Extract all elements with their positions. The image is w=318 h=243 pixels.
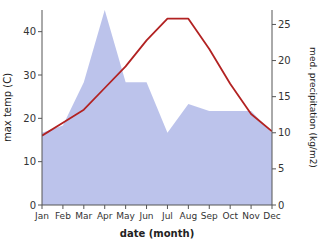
x-tick	[230, 205, 231, 209]
y2-tick-label: 25	[278, 19, 291, 30]
y-tick	[38, 75, 42, 76]
x-tick	[272, 205, 273, 209]
x-tick-label: Nov	[242, 211, 260, 221]
x-tick-label: Oct	[222, 211, 238, 221]
x-tick-label: Jan	[34, 211, 49, 221]
x-tick-label: Jun	[139, 211, 154, 221]
y-tick-label: 30	[23, 70, 36, 81]
x-axis-line	[42, 205, 272, 206]
plot-area	[42, 10, 272, 205]
y2-tick-label: 0	[278, 200, 284, 211]
y-tick-label: 0	[30, 200, 36, 211]
x-tick-label: Aug	[180, 211, 198, 221]
y-tick	[38, 31, 42, 32]
x-tick-label: Sep	[201, 211, 218, 221]
y2-tick-label: 10	[278, 127, 291, 138]
y2-tick-label: 15	[278, 91, 291, 102]
x-tick-label: Apr	[97, 211, 113, 221]
y2-tick-label: 5	[278, 163, 284, 174]
y-tick	[38, 118, 42, 119]
y-axis-line	[42, 10, 43, 205]
y-axis-label: max temp (C)	[2, 73, 13, 142]
x-tick	[146, 205, 147, 209]
x-tick-label: Mar	[75, 211, 92, 221]
y2-tick	[272, 24, 276, 25]
x-tick	[62, 205, 63, 209]
x-tick	[167, 205, 168, 209]
x-tick	[251, 205, 252, 209]
temperature-line	[42, 19, 272, 136]
y2-axis-line	[272, 10, 273, 205]
x-tick-label: Feb	[55, 211, 71, 221]
y2-tick	[272, 168, 276, 169]
y-tick	[38, 205, 42, 206]
y-tick-label: 40	[23, 26, 36, 37]
x-tick-label: Dec	[263, 211, 280, 221]
y-tick-label: 20	[23, 113, 36, 124]
x-tick	[125, 205, 126, 209]
x-tick	[104, 205, 105, 209]
x-tick-label: Jul	[161, 211, 173, 221]
precipitation-area	[42, 10, 272, 205]
y2-tick-label: 20	[278, 55, 291, 66]
y2-tick	[272, 96, 276, 97]
y-tick	[38, 161, 42, 162]
x-tick	[188, 205, 189, 209]
y-tick-label: 10	[23, 156, 36, 167]
x-tick-label: May	[116, 211, 135, 221]
x-tick	[209, 205, 210, 209]
x-axis-label: date (month)	[120, 228, 194, 239]
x-tick	[83, 205, 84, 209]
x-tick	[42, 205, 43, 209]
chart: 0 10 20 30 40 0 5 10 15 20 25 Jan Feb Mar AprMay Jun Jul…	[0, 0, 318, 243]
y2-tick	[272, 132, 276, 133]
y2-tick	[272, 205, 276, 206]
y2-axis-label: med. precipitation (kg/m2)	[308, 47, 318, 168]
y2-tick	[272, 60, 276, 61]
